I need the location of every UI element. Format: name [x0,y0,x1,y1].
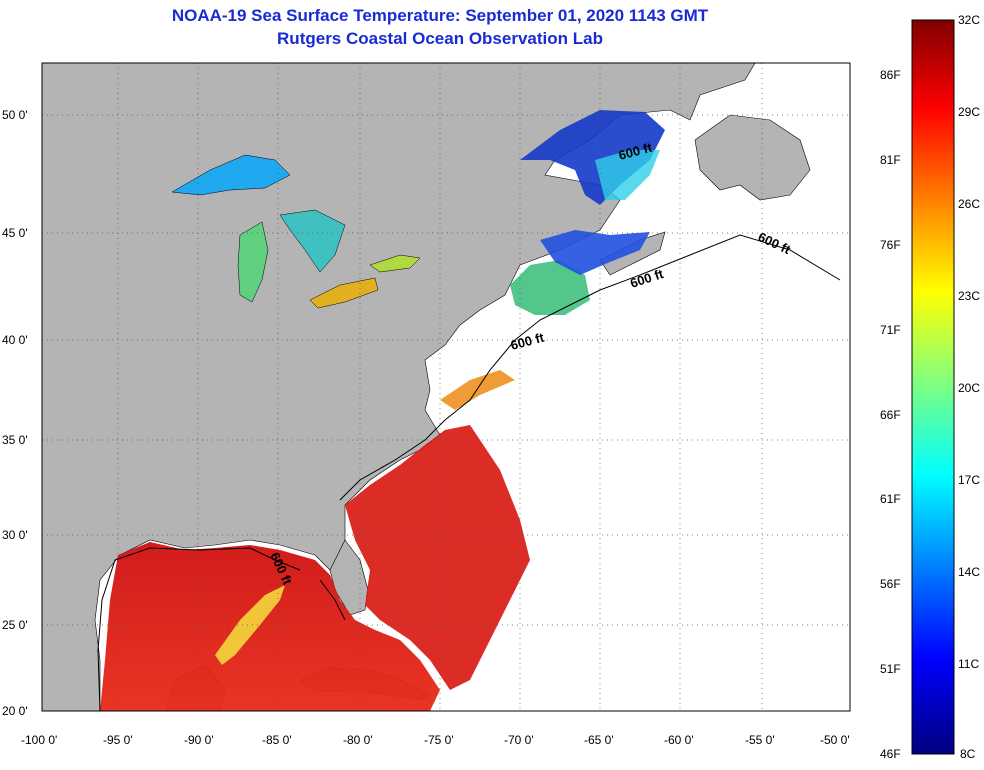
lat-tick-label: 40 0' [2,333,28,347]
gulf-cool-streak [215,585,285,665]
colorbar-fahrenheit-label: 86F [880,68,901,82]
colorbar-fahrenheit-label: 61F [880,492,901,506]
lat-tick-label: 30 0' [2,528,28,542]
lon-tick-label: -80 0' [343,733,373,747]
colorbar-celsius-label: 17C [958,473,981,487]
colorbar-celsius-label: 11C [958,657,980,671]
st-lawrence-cyan [595,150,660,200]
lake-ontario [369,254,421,273]
colorbar-fahrenheit-label: 56F [880,577,901,591]
lat-tick-label: 45 0' [2,226,28,240]
gulf-of-maine-sst [510,260,590,315]
lake-michigan [237,221,269,303]
lon-tick-label: -100 0' [21,733,58,747]
lat-tick-label: 35 0' [2,433,28,447]
lon-tick-label: -65 0' [584,733,614,747]
lon-tick-label: -75 0' [424,733,454,747]
st-lawrence-sst [520,110,665,205]
scotian-shelf-sst [540,230,650,275]
colorbar-fahrenheit-label: 76F [880,238,901,252]
lake-superior [171,154,291,196]
colorbar-celsius-label: 32C [958,13,981,27]
lon-tick-label: -60 0' [664,733,694,747]
newfoundland-land [694,114,811,201]
colorbar-celsius-label: 20C [958,381,981,395]
colorbar-fahrenheit-label: 46F [880,747,901,761]
lon-tick-label: -70 0' [504,733,534,747]
lon-tick-label: -50 0' [820,733,850,747]
atlantic-sst-field [345,425,530,690]
depth-contour-600ft [97,234,841,712]
colorbar-fahrenheit-label: 71F [880,323,901,337]
lat-tick-label: 50 0' [2,108,28,122]
map-title: NOAA-19 Sea Surface Temperature: Septemb… [171,6,709,25]
midatlantic-sst [440,370,515,410]
map-subtitle: Rutgers Coastal Ocean Observation Lab [277,29,603,48]
colorbar-celsius-label: 8C [960,747,976,761]
colorbar-celsius-label: 14C [958,565,981,579]
colorbar-fahrenheit-label: 66F [880,408,901,422]
lon-tick-label: -85 0' [262,733,292,747]
gulf-sst-field [100,542,440,711]
lon-tick-label: -90 0' [184,733,214,747]
lat-tick-label: 25 0' [2,618,28,632]
lon-tick-label: -95 0' [103,733,133,747]
lat-tick-label: 20 0' [2,704,28,718]
colorbar-fahrenheit-label: 51F [880,662,901,676]
graticule [42,63,850,711]
colorbar-fahrenheit-label: 81F [880,153,901,167]
lake-erie [309,277,379,309]
colorbar-celsius-label: 29C [958,105,981,119]
florida-land [329,539,369,616]
lon-tick-label: -55 0' [745,733,775,747]
colorbar-celsius-label: 23C [958,289,981,303]
colorbar-celsius-label: 26C [958,197,981,211]
